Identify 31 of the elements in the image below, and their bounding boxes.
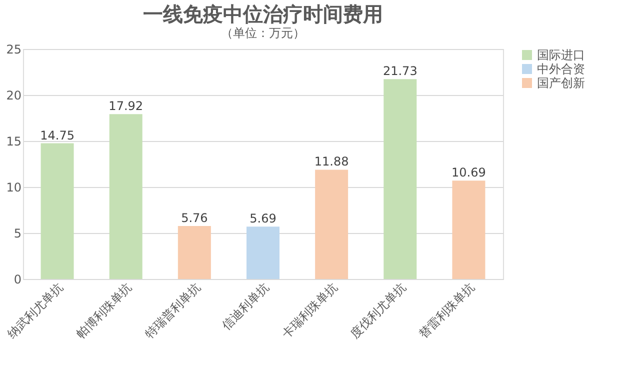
legend-label: 国产创新 (537, 76, 585, 90)
x-tick-label: 特瑞普利单抗 (142, 280, 203, 341)
chart-subtitle: （单位：万元） (221, 26, 305, 40)
y-tick-label: 5 (14, 226, 22, 240)
y-tick-label: 20 (6, 88, 22, 102)
data-label: 17.92 (108, 99, 144, 114)
bar (178, 226, 211, 279)
chart-title: 一线免疫中位治疗时间费用 (143, 2, 383, 26)
x-tick-label: 卡瑞利珠单抗 (279, 280, 340, 341)
y-tick-label: 15 (6, 134, 22, 148)
x-tick-label: 帕博利珠单抗 (74, 280, 134, 341)
legend-label: 国际进口 (537, 48, 585, 62)
data-label: 11.88 (314, 154, 349, 169)
bar (246, 226, 280, 279)
x-tick-label: 替雷利珠单抗 (416, 280, 478, 341)
bar (384, 79, 417, 279)
data-label: 5.76 (181, 211, 208, 226)
x-tick-label: 度伐利尤单抗 (348, 280, 409, 341)
y-tick-label: 10 (6, 180, 22, 194)
y-tick-label: 25 (6, 42, 22, 56)
data-label: 10.69 (452, 166, 486, 180)
legend-label: 中外合资 (537, 62, 585, 76)
data-label: 21.73 (382, 64, 418, 78)
x-tick-label: 信迪利单抗 (219, 280, 272, 332)
bar (452, 180, 486, 279)
y-tick-label: 0 (14, 272, 22, 286)
data-label: 5.69 (250, 212, 276, 226)
bar (109, 114, 142, 279)
bar (315, 170, 348, 279)
bar (40, 143, 74, 279)
data-label: 14.75 (40, 128, 74, 142)
